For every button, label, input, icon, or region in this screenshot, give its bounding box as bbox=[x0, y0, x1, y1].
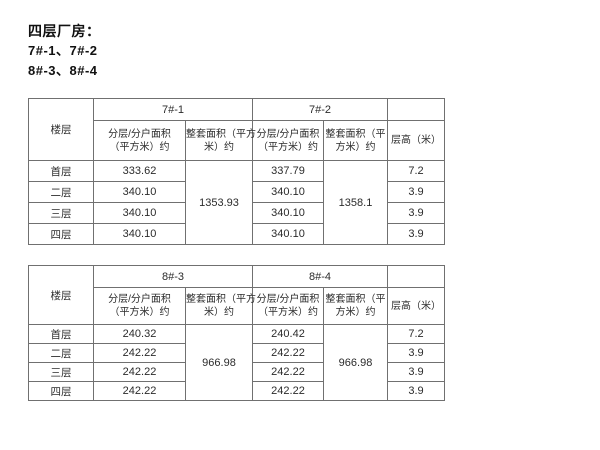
floor-column-header: 楼层 bbox=[28, 98, 94, 161]
page-title: 四层厂房： bbox=[28, 23, 101, 39]
empty-header-cell bbox=[387, 98, 445, 121]
height-value-cell: 3.9 bbox=[387, 223, 445, 245]
area-value-cell: 242.22 bbox=[252, 343, 324, 363]
floor-label-cell: 首层 bbox=[28, 324, 94, 344]
area-value-cell: 333.62 bbox=[93, 160, 186, 182]
height-value-cell: 3.9 bbox=[387, 362, 445, 382]
floor-label-cell: 首层 bbox=[28, 160, 94, 182]
per-floor-area-header: 分层/分户面积 （平方米）约 bbox=[93, 287, 186, 325]
floor-column-header: 楼层 bbox=[28, 265, 94, 325]
table-row: 三层 340.10 340.10 3.9 bbox=[28, 202, 445, 224]
table-row: 三层 242.22 242.22 3.9 bbox=[28, 362, 445, 382]
table-row: 分层/分户面积 （平方米）约 整套面积（平方 米）约 分层/分户面积 （平方米）… bbox=[29, 287, 445, 325]
area-value-cell: 340.10 bbox=[93, 181, 186, 203]
table-row: 楼层 7#-1 7#-2 bbox=[28, 98, 445, 161]
total-area-cell: 966.98 bbox=[323, 324, 388, 401]
total-area-cell: 1358.1 bbox=[323, 160, 388, 245]
table-row: 分层/分户面积 （平方米）约 整套面积（平方 米）约 分层/分户面积 （平方米）… bbox=[29, 120, 445, 161]
whole-unit-area-header: 整套面积（平方 米）约 bbox=[185, 120, 256, 161]
whole-unit-area-header: 整套面积（平 方米）约 bbox=[323, 287, 388, 325]
floor-label-cell: 三层 bbox=[28, 362, 94, 382]
unit-group-header-8-3: 8#-3 bbox=[93, 265, 253, 288]
height-value-cell: 7.2 bbox=[387, 160, 445, 182]
unit-group-header-8-4: 8#-4 bbox=[252, 265, 388, 288]
area-value-cell: 242.22 bbox=[93, 343, 186, 363]
area-value-cell: 340.10 bbox=[93, 223, 186, 245]
area-value-cell: 340.10 bbox=[252, 223, 324, 245]
area-value-cell: 337.79 bbox=[252, 160, 324, 182]
area-value-cell: 242.22 bbox=[93, 381, 186, 401]
area-value-cell: 242.22 bbox=[93, 362, 186, 382]
area-value-cell: 340.10 bbox=[93, 202, 186, 224]
area-value-cell: 340.10 bbox=[252, 202, 324, 224]
floor-label-cell: 四层 bbox=[28, 381, 94, 401]
area-value-cell: 242.22 bbox=[252, 362, 324, 382]
height-value-cell: 3.9 bbox=[387, 343, 445, 363]
whole-unit-area-header: 整套面积（平 方米）约 bbox=[323, 120, 388, 161]
area-value-cell: 240.42 bbox=[252, 324, 324, 344]
building-list-line-7: 7#-1、7#-2 bbox=[28, 43, 98, 58]
per-floor-area-header: 分层/分户面积 （平方米）约 bbox=[93, 120, 186, 161]
floor-label-cell: 四层 bbox=[28, 223, 94, 245]
unit-group-header-7-1: 7#-1 bbox=[93, 98, 253, 121]
height-value-cell: 3.9 bbox=[387, 181, 445, 203]
floor-height-header: 层高（米） bbox=[387, 287, 445, 325]
per-floor-area-header: 分层/分户面积 （平方米）约 bbox=[252, 120, 324, 161]
title-block: 四层厂房： 7#-1、7#-2 8#-3、8#-4 bbox=[28, 21, 101, 81]
table-row: 四层 340.10 340.10 3.9 bbox=[28, 223, 445, 245]
table-row: 首层 333.62 1353.93 337.79 1358.1 7.2 bbox=[28, 160, 445, 245]
height-value-cell: 3.9 bbox=[387, 381, 445, 401]
empty-header-cell bbox=[387, 265, 445, 288]
table-row: 二层 242.22 242.22 3.9 bbox=[28, 343, 445, 363]
per-floor-area-header: 分层/分户面积 （平方米）约 bbox=[252, 287, 324, 325]
floor-label-cell: 三层 bbox=[28, 202, 94, 224]
area-value-cell: 240.32 bbox=[93, 324, 186, 344]
table-row: 首层 240.32 966.98 240.42 966.98 7.2 bbox=[28, 324, 445, 401]
area-table-7: 楼层 7#-1 7#-2 分层/分户面积 （平方米）约 整套面积（平方 米）约 … bbox=[28, 98, 445, 245]
height-value-cell: 3.9 bbox=[387, 202, 445, 224]
area-value-cell: 340.10 bbox=[252, 181, 324, 203]
table-row: 四层 242.22 242.22 3.9 bbox=[28, 381, 445, 401]
floor-label-cell: 二层 bbox=[28, 343, 94, 363]
total-area-cell: 1353.93 bbox=[185, 160, 253, 245]
unit-group-header-7-2: 7#-2 bbox=[252, 98, 388, 121]
table-row: 楼层 8#-3 8#-4 bbox=[28, 265, 445, 325]
floor-height-header: 层高（米） bbox=[387, 120, 445, 161]
total-area-cell: 966.98 bbox=[185, 324, 253, 401]
floor-label-cell: 二层 bbox=[28, 181, 94, 203]
building-list-line-8: 8#-3、8#-4 bbox=[28, 63, 98, 78]
area-table-8: 楼层 8#-3 8#-4 分层/分户面积 （平方米）约 整套面积（平方 米）约 … bbox=[28, 265, 445, 401]
area-value-cell: 242.22 bbox=[252, 381, 324, 401]
height-value-cell: 7.2 bbox=[387, 324, 445, 344]
whole-unit-area-header: 整套面积（平方 米）约 bbox=[185, 287, 256, 325]
